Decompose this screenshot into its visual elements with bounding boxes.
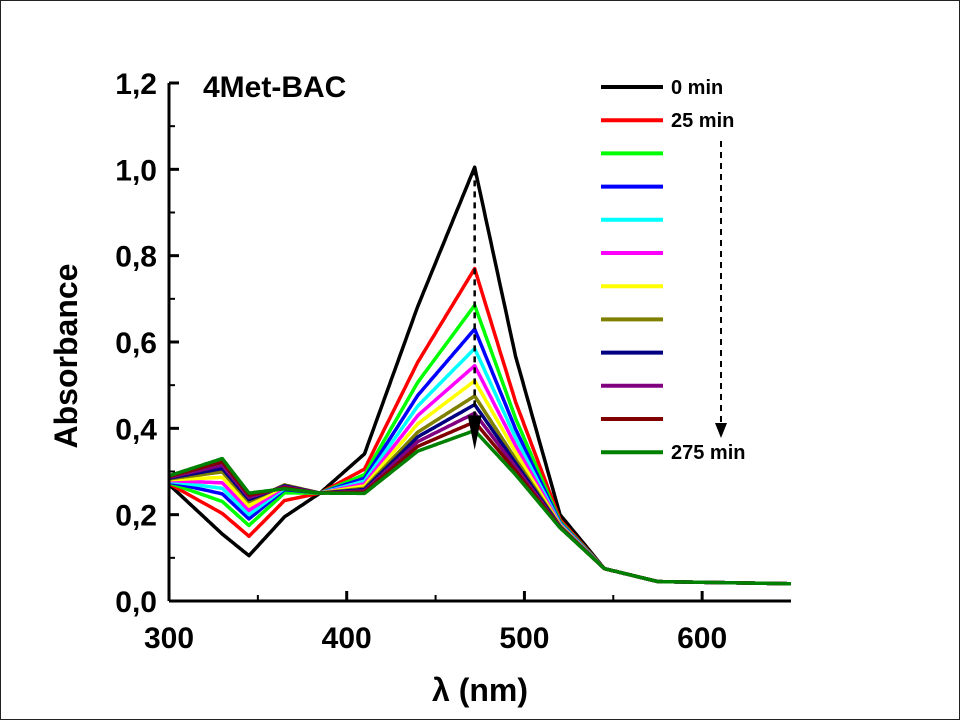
x-tick-label: 500 — [499, 622, 549, 655]
y-tick-label: 0,2 — [115, 500, 157, 533]
series-line — [168, 346, 791, 586]
series-layer — [167, 165, 791, 586]
y-tick-label: 0,4 — [115, 413, 157, 446]
x-tick-label: 600 — [677, 622, 727, 655]
legend-label: 25 min — [671, 110, 734, 132]
legend-label: 0 min — [671, 77, 723, 99]
legend-arrow-head — [715, 423, 727, 438]
y-tick-label: 0,6 — [115, 327, 157, 360]
series-line — [168, 428, 791, 586]
y-tick-label: 1,0 — [115, 154, 157, 187]
y-tick-label: 0,8 — [115, 241, 157, 274]
x-tick-label: 300 — [144, 622, 194, 655]
decrease-arrow-head — [467, 415, 482, 450]
chart-title: 4Met-BAC — [203, 71, 346, 104]
y-tick-label: 0,0 — [115, 586, 157, 619]
y-tick-label: 1,2 — [115, 68, 157, 101]
legend: 0 min 25 min 275 min — [601, 77, 745, 464]
legend-label: 275 min — [671, 442, 745, 464]
y-axis-title: Absorbance — [48, 264, 84, 449]
series-line — [168, 363, 791, 586]
x-axis-title: λ (nm) — [432, 672, 528, 708]
x-tick-label: 400 — [322, 622, 372, 655]
axes-layer: 300 400 500 600 0,0 0,2 0,4 0,6 0,8 1,0 1,2 — [115, 68, 791, 655]
